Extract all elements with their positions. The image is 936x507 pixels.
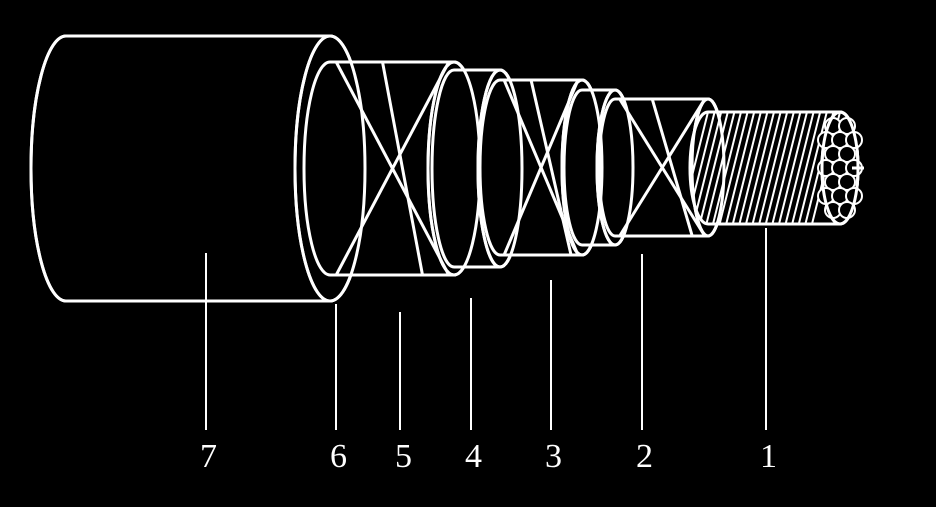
cable-cross-section-diagram: 7 6 5 4 3 2 1 [0,0,936,507]
label-7: 7 [200,438,217,475]
label-1: 1 [760,438,777,475]
label-5: 5 [395,438,412,475]
label-6: 6 [330,438,347,475]
label-2: 2 [636,438,653,475]
label-4: 4 [465,438,482,475]
label-3: 3 [545,438,562,475]
